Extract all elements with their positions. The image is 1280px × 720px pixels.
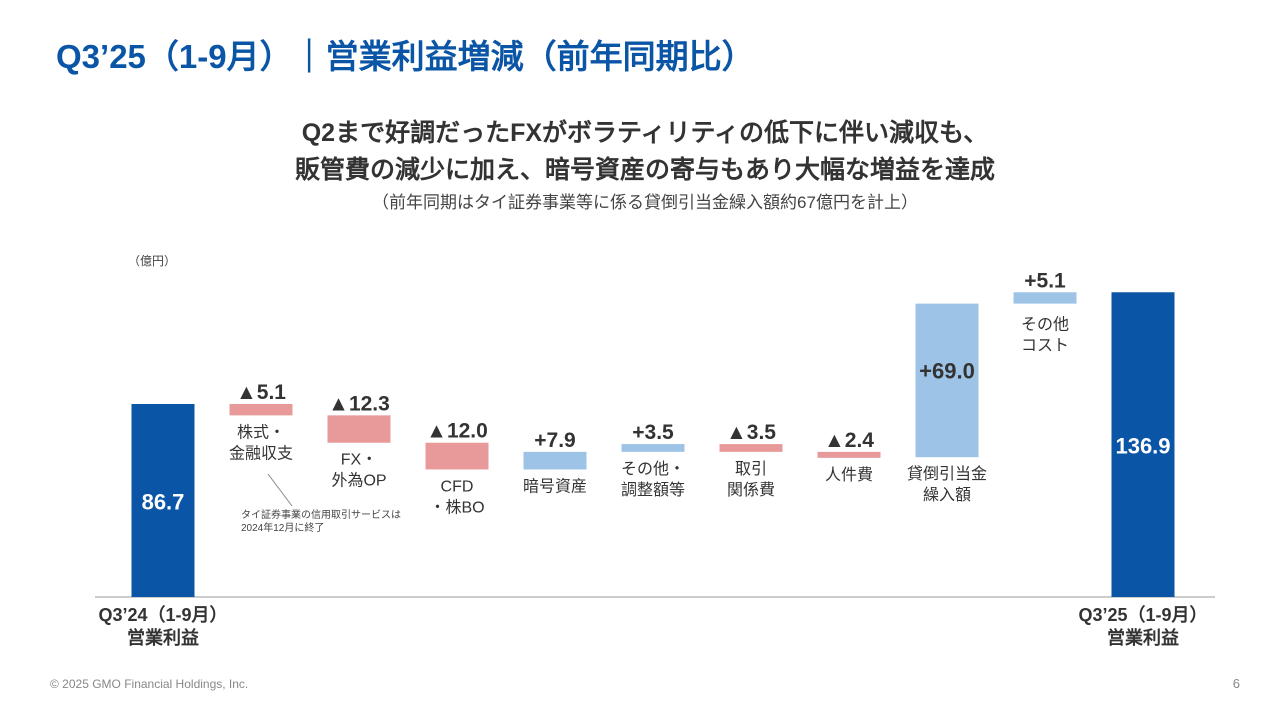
category-label-6-0: 取引 bbox=[735, 460, 767, 478]
category-label-0-0: Q3’24（1-9月） bbox=[98, 605, 227, 625]
value-label-5: +3.5 bbox=[632, 421, 674, 444]
page-number: 6 bbox=[1232, 676, 1240, 691]
bar-10 bbox=[1111, 292, 1175, 597]
annotation-leader-line bbox=[267, 473, 293, 507]
value-label-1: ▲5.1 bbox=[236, 381, 286, 404]
bar-4 bbox=[523, 451, 587, 470]
value-label-9: +5.1 bbox=[1024, 269, 1066, 292]
unit-label: （億円） bbox=[128, 254, 177, 268]
category-label-2-1: 外為OP bbox=[331, 472, 386, 490]
subtitle-line-2: 販管費の減少に加え、暗号資産の寄与もあり大幅な増益を達成 bbox=[294, 156, 995, 184]
subtitle-note: （前年同期はタイ証券事業等に係る貸倒引当金繰入額約67億円を計上） bbox=[372, 193, 918, 212]
annotation-line-2: 2024年12月に終了 bbox=[241, 523, 325, 534]
category-label-8-1: 繰入額 bbox=[923, 486, 971, 504]
value-label-4: +7.9 bbox=[534, 429, 575, 452]
category-label-10-1: 営業利益 bbox=[1107, 627, 1179, 648]
value-label-3: ▲12.0 bbox=[426, 420, 488, 443]
category-label-10-0: Q3’25（1-9月） bbox=[1078, 605, 1207, 625]
category-label-6-1: 関係費 bbox=[727, 481, 775, 499]
annotation-line-1: タイ証券事業の信用取引サービスは bbox=[241, 510, 401, 521]
bar-9 bbox=[1013, 292, 1077, 304]
bar-6 bbox=[719, 444, 783, 452]
category-label-1-0: 株式・ bbox=[237, 423, 285, 441]
value-label-8: +69.0 bbox=[919, 358, 975, 383]
category-label-3-1: ・株BO bbox=[429, 498, 484, 516]
slide-title: Q3’25（1-9月）｜営業利益増減（前年同期比） bbox=[56, 38, 755, 75]
value-label-6: ▲3.5 bbox=[726, 421, 776, 444]
annotation: タイ証券事業の信用取引サービスは 2024年12月に終了 bbox=[241, 509, 401, 535]
category-label-8-0: 貸倒引当金 bbox=[907, 465, 987, 483]
value-label-2: ▲12.3 bbox=[328, 392, 390, 415]
bar-7 bbox=[817, 451, 881, 458]
category-label-0-1: 営業利益 bbox=[127, 627, 199, 648]
value-label-0: 86.7 bbox=[142, 490, 185, 515]
category-label-4-0: 暗号資産 bbox=[523, 477, 587, 495]
bar-1 bbox=[229, 404, 293, 416]
bar-3 bbox=[425, 442, 489, 470]
bar-0 bbox=[131, 404, 195, 597]
bar-5 bbox=[621, 444, 685, 452]
category-label-9-0: その他 bbox=[1021, 316, 1069, 334]
category-label-5-1: 調整額等 bbox=[621, 481, 685, 499]
category-label-2-0: FX・ bbox=[341, 452, 377, 469]
category-label-1-1: 金融収支 bbox=[229, 444, 293, 462]
category-label-5-0: その他・ bbox=[621, 460, 685, 478]
category-label-3-0: CFD bbox=[441, 478, 474, 495]
category-label-9-1: コスト bbox=[1021, 338, 1069, 355]
copyright: © 2025 GMO Financial Holdings, Inc. bbox=[50, 677, 249, 691]
subtitle-line-1: Q2まで好調だったFXがボラティリティの低下に伴い減収も、 bbox=[301, 119, 989, 147]
category-label-7-0: 人件費 bbox=[825, 466, 873, 484]
value-label-10: 136.9 bbox=[1115, 434, 1170, 459]
bar-8 bbox=[915, 303, 979, 458]
value-label-7: ▲2.4 bbox=[824, 429, 874, 452]
bar-2 bbox=[327, 415, 391, 443]
